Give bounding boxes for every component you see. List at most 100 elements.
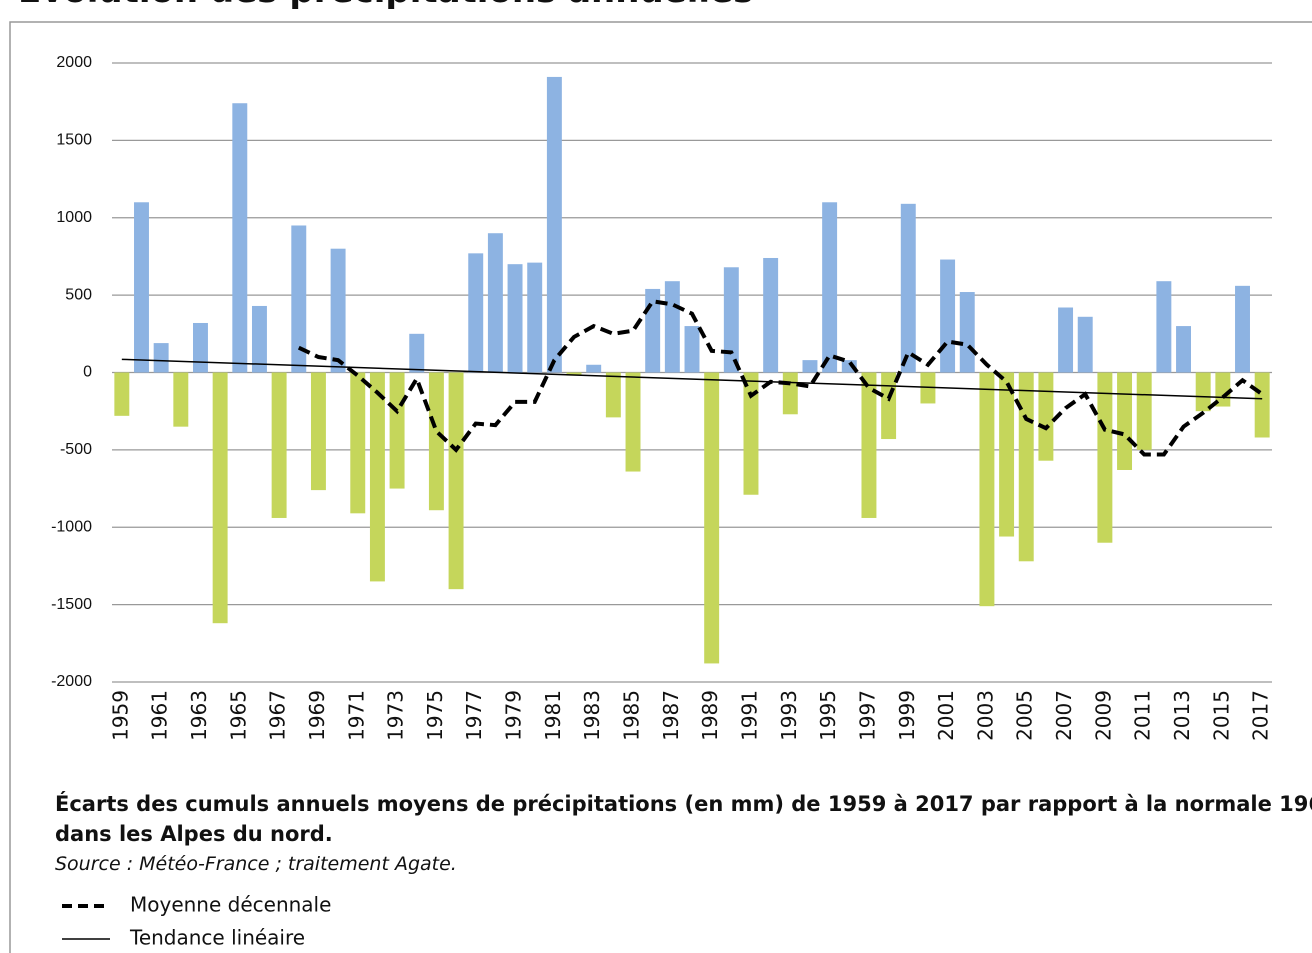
bar — [959, 292, 975, 373]
legend-label: Moyenne décennale — [130, 893, 331, 917]
bar — [940, 259, 956, 373]
frame — [9, 21, 1312, 953]
bar — [1136, 372, 1152, 450]
bar — [1018, 372, 1034, 562]
bar — [271, 372, 287, 518]
x-tick-label: 1975 — [423, 690, 447, 741]
y-tick-label: -500 — [60, 441, 92, 458]
bar — [369, 372, 385, 582]
bar — [999, 372, 1015, 537]
bar — [979, 372, 995, 607]
y-tick-label: 500 — [65, 286, 92, 303]
bar — [605, 372, 621, 418]
bar — [684, 326, 700, 373]
y-tick-label: 1500 — [56, 132, 92, 149]
bar — [822, 202, 838, 373]
x-tick-label: 1963 — [187, 690, 211, 741]
x-tick-label: 1997 — [855, 690, 879, 741]
bar — [1077, 316, 1093, 373]
bar — [1195, 372, 1211, 412]
bar — [782, 372, 798, 415]
bar — [310, 372, 326, 491]
x-tick-label: 1971 — [344, 690, 368, 741]
bar — [507, 264, 523, 373]
bar — [212, 372, 228, 624]
bar — [389, 372, 405, 489]
x-tick-label: 2003 — [973, 690, 997, 741]
bar — [330, 248, 346, 373]
x-tick-label: 1983 — [580, 690, 604, 741]
bar — [743, 372, 759, 495]
bar — [1254, 372, 1270, 438]
x-tick-label: 2017 — [1249, 690, 1273, 741]
y-tick-label: -2000 — [51, 673, 92, 690]
x-tick-label: 1999 — [895, 690, 919, 741]
bar — [900, 203, 916, 373]
x-tick-label: 1973 — [384, 690, 408, 741]
bar — [1038, 372, 1054, 461]
x-tick-label: 2007 — [1052, 690, 1076, 741]
bar — [409, 333, 425, 373]
bar — [153, 343, 169, 373]
x-tick-label: 1981 — [541, 690, 565, 741]
trend-line — [121, 358, 1263, 400]
x-tick-label: 1995 — [816, 690, 840, 741]
bar — [173, 372, 189, 427]
bar — [723, 267, 739, 373]
bar — [664, 281, 680, 373]
x-tick-label: 2013 — [1170, 690, 1194, 741]
y-tick-label: 2000 — [56, 54, 92, 71]
bar — [114, 372, 130, 416]
source: Source : Météo-France ; traitement Agate… — [55, 853, 457, 875]
bar — [704, 372, 720, 664]
bar — [1097, 372, 1113, 543]
bar — [566, 372, 582, 376]
x-tick-label: 1989 — [698, 690, 722, 741]
bar — [1235, 285, 1250, 373]
chart-title: Évolution des précipitations annuelles — [18, 0, 753, 11]
bar — [881, 372, 897, 440]
x-tick-label: 2011 — [1131, 690, 1155, 741]
bar — [1156, 281, 1172, 373]
bar — [763, 257, 779, 373]
bar — [291, 225, 307, 373]
bar — [448, 372, 464, 590]
x-tick-label: 1979 — [502, 690, 526, 741]
y-tick-label: 0 — [83, 364, 92, 381]
bar — [468, 253, 484, 373]
x-tick-label: 1991 — [737, 690, 761, 741]
x-tick-label: 1993 — [777, 690, 801, 741]
bar — [546, 76, 562, 373]
x-tick-label: 2009 — [1091, 690, 1115, 741]
x-tick-label: 1961 — [148, 690, 172, 741]
bar — [193, 322, 208, 373]
bar — [861, 372, 877, 518]
x-tick-label: 2005 — [1013, 690, 1037, 741]
x-tick-label: 1965 — [226, 690, 250, 741]
bar — [1058, 307, 1074, 373]
bar — [1176, 326, 1191, 373]
bar — [134, 202, 149, 373]
legend-label: Tendance linéaire — [129, 926, 305, 950]
bar — [527, 262, 543, 373]
x-tick-label: 1985 — [620, 690, 644, 741]
bar — [1117, 372, 1133, 470]
y-tick-label: -1500 — [51, 596, 92, 613]
bar — [350, 372, 366, 514]
y-tick-label: -1000 — [51, 518, 92, 535]
x-tick-label: 1977 — [462, 690, 486, 741]
bar — [487, 233, 503, 373]
bar — [428, 372, 444, 511]
caption: Écarts des cumuls annuels moyens de préc… — [55, 791, 1312, 816]
caption: dans les Alpes du nord. — [55, 822, 333, 846]
bar — [625, 372, 641, 472]
x-tick-label: 2015 — [1209, 690, 1233, 741]
x-tick-label: 1959 — [108, 690, 132, 741]
x-tick-label: 1969 — [305, 690, 329, 741]
bar — [802, 360, 818, 373]
bar — [232, 103, 248, 373]
y-tick-label: 1000 — [56, 209, 92, 226]
x-tick-label: 2001 — [934, 690, 958, 741]
bar — [586, 364, 602, 373]
